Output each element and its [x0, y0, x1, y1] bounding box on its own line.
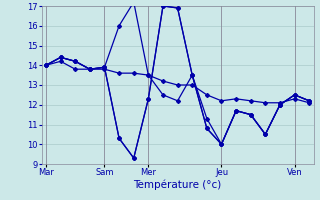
X-axis label: Température (°c): Température (°c): [133, 180, 222, 190]
